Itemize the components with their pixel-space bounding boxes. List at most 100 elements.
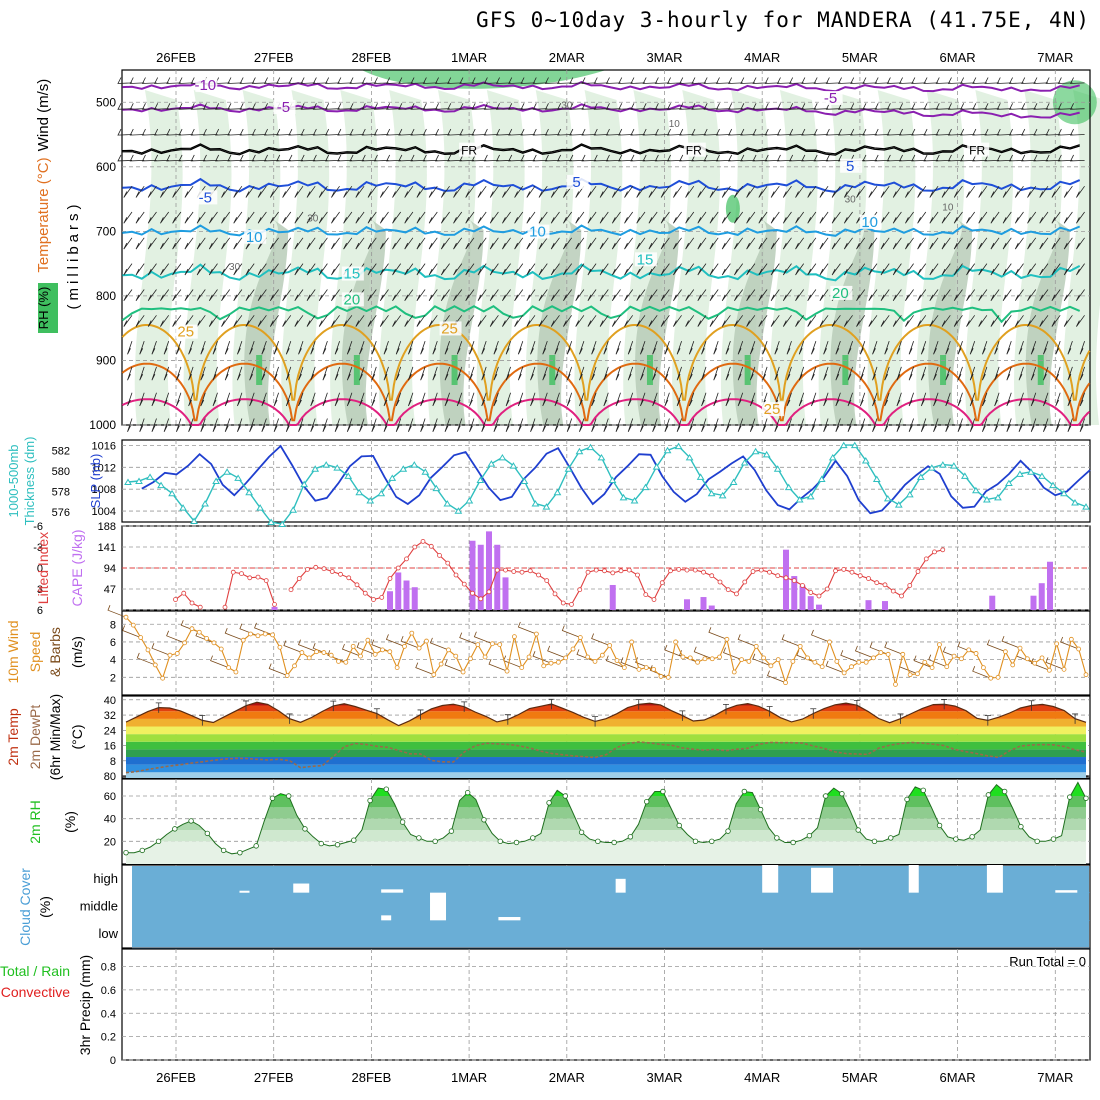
panel-frame-prec [121, 948, 1091, 1061]
lifted-index-marker [197, 604, 203, 610]
wind-barb [514, 185, 524, 198]
wind-barb [880, 237, 890, 250]
wind-barb [1039, 315, 1049, 327]
top-day-label: 6MAR [940, 50, 976, 65]
wind-barb [811, 418, 817, 432]
wind-barb [212, 418, 218, 432]
wind-barb [728, 103, 743, 110]
wind-barb [514, 211, 524, 224]
wind-barb [874, 103, 890, 110]
contour-label-bg [820, 90, 843, 105]
wind-barb [786, 392, 792, 407]
wind-barb [795, 315, 805, 327]
wind-speed-marker [497, 642, 503, 647]
thickness-marker [256, 504, 265, 511]
wind-barb [1063, 237, 1073, 250]
wind-barb [359, 418, 365, 432]
wind-barb [526, 263, 536, 276]
lifted-index-marker [750, 569, 756, 574]
precip-tick-label: 0.2 [101, 1032, 116, 1044]
wind-speed-marker [555, 659, 561, 665]
rh-contour-label: 30 [561, 101, 573, 112]
wind-barb [477, 289, 487, 302]
wind-barb [282, 315, 292, 327]
wind-barb [819, 289, 829, 302]
wind-barb [117, 103, 133, 110]
wind-barb [422, 103, 438, 110]
wind-barb [929, 263, 939, 276]
lifted-index-marker [387, 576, 393, 581]
wind-barb [615, 340, 621, 355]
wind-barb [642, 77, 658, 84]
wind-barb [734, 263, 744, 276]
wind-barb [502, 289, 511, 302]
rh-marker [351, 837, 357, 843]
wind-barb [688, 340, 695, 355]
wind-speed-marker [805, 655, 810, 661]
wind-speed-marker [387, 649, 393, 655]
wind-barb [774, 340, 780, 355]
wind-barb [1018, 418, 1024, 432]
wind-barb [1008, 103, 1024, 110]
wind-barb [905, 289, 914, 302]
wind-barb [835, 418, 841, 432]
wind-barb [221, 211, 231, 224]
wind-barb [422, 77, 438, 84]
wind-barb [624, 237, 634, 250]
wind-barb [605, 77, 621, 84]
wind-barb [184, 185, 194, 198]
wind-barb [141, 77, 157, 84]
wind-barb [1014, 237, 1024, 250]
wind-barb [129, 103, 145, 110]
wind-barb [676, 392, 682, 407]
thickness-marker [432, 484, 441, 492]
wind-speed-marker [431, 672, 437, 678]
wind-barb [770, 185, 780, 198]
wind-barb [318, 315, 328, 327]
li-tick-label: -3 [33, 542, 43, 554]
thickness-marker [531, 500, 540, 507]
minmax-marker [330, 700, 337, 712]
lifted-index-marker [783, 575, 789, 581]
wind-speed-marker [541, 663, 547, 669]
thickness-marker [861, 457, 870, 464]
temp-tick-label: 8 [110, 756, 116, 768]
wind-barb [432, 340, 438, 355]
wind-barb [725, 366, 731, 381]
axis-label-wind-units: (m/s) [69, 636, 85, 668]
wind-barb [361, 103, 377, 110]
wind-barb [139, 392, 145, 407]
wind-barb [1045, 77, 1061, 84]
wind-barb [465, 289, 475, 302]
wind-barb [1027, 315, 1037, 327]
rh-marker [204, 830, 211, 837]
lifted-index-marker [494, 567, 500, 573]
isotherm-25 [121, 324, 1091, 401]
wind-barb [843, 185, 853, 198]
wind-barb [611, 237, 621, 250]
wind-barb [880, 263, 890, 276]
lifted-index-marker [725, 587, 731, 593]
wind-barb [917, 185, 927, 198]
wind-barb [1002, 211, 1012, 224]
wind-barb [850, 128, 865, 136]
wind-barb [263, 77, 279, 84]
wind-barb [1069, 77, 1085, 84]
lifted-index-marker [420, 539, 426, 544]
wind-barb [923, 128, 939, 136]
wind-barb [306, 237, 316, 250]
wind-barb [410, 103, 426, 110]
wind-barb [795, 289, 805, 302]
wind-barb [325, 103, 340, 110]
wind-barb [749, 340, 756, 355]
wind-barb [837, 128, 853, 136]
thickness-marker [1016, 470, 1024, 477]
wind-barb [269, 237, 279, 250]
wind-barb [544, 77, 560, 84]
wind-speed-marker [621, 665, 627, 670]
wind-barb [752, 128, 768, 136]
wind-barb [911, 154, 926, 162]
rh-shade-mid [928, 220, 973, 425]
thickness-marker [542, 503, 551, 510]
wind-barb [764, 128, 780, 136]
